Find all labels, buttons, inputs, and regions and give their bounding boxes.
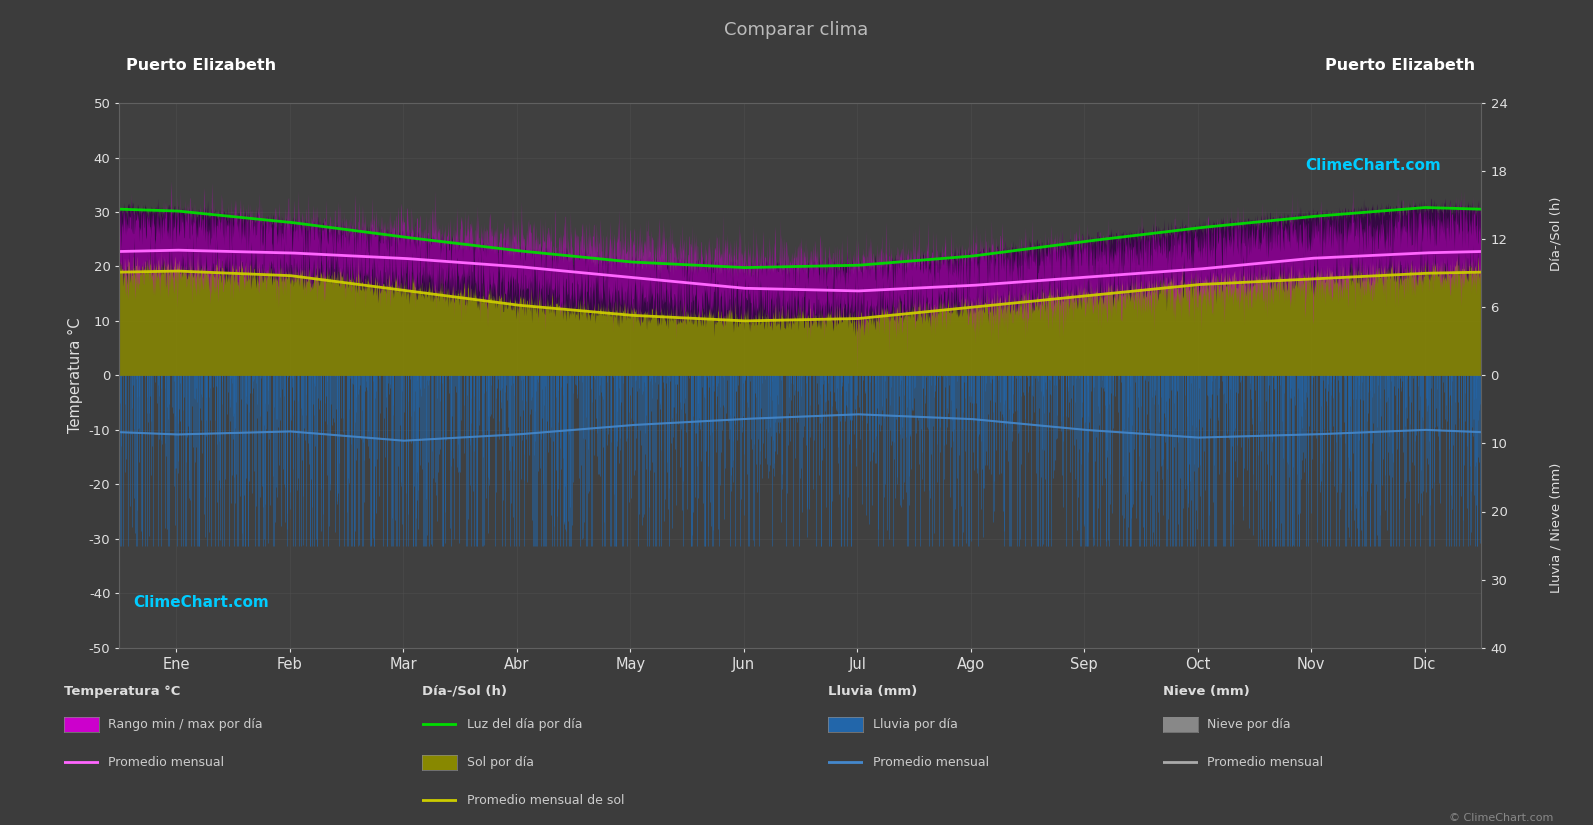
Text: Puerto Elizabeth: Puerto Elizabeth: [126, 59, 277, 73]
Text: Puerto Elizabeth: Puerto Elizabeth: [1324, 59, 1475, 73]
Text: Rango min / max por día: Rango min / max por día: [108, 718, 263, 731]
Text: Día-/Sol (h): Día-/Sol (h): [422, 685, 507, 698]
Text: Sol por día: Sol por día: [467, 756, 534, 769]
Text: Comparar clima: Comparar clima: [725, 21, 868, 39]
Text: ClimeChart.com: ClimeChart.com: [1305, 158, 1440, 172]
Y-axis label: Temperatura °C: Temperatura °C: [68, 318, 83, 433]
Text: © ClimeChart.com: © ClimeChart.com: [1448, 813, 1553, 823]
Text: Día-/Sol (h): Día-/Sol (h): [1550, 196, 1563, 271]
Text: Temperatura °C: Temperatura °C: [64, 685, 180, 698]
Text: Promedio mensual: Promedio mensual: [1207, 756, 1324, 769]
Text: Nieve por día: Nieve por día: [1207, 718, 1290, 731]
Text: ClimeChart.com: ClimeChart.com: [134, 595, 269, 610]
Text: Promedio mensual de sol: Promedio mensual de sol: [467, 794, 624, 807]
Text: Lluvia por día: Lluvia por día: [873, 718, 957, 731]
Text: Promedio mensual: Promedio mensual: [873, 756, 989, 769]
Text: Luz del día por día: Luz del día por día: [467, 718, 583, 731]
Text: Lluvia / Nieve (mm): Lluvia / Nieve (mm): [1550, 463, 1563, 593]
Text: Nieve (mm): Nieve (mm): [1163, 685, 1249, 698]
Text: Lluvia (mm): Lluvia (mm): [828, 685, 918, 698]
Text: Promedio mensual: Promedio mensual: [108, 756, 225, 769]
